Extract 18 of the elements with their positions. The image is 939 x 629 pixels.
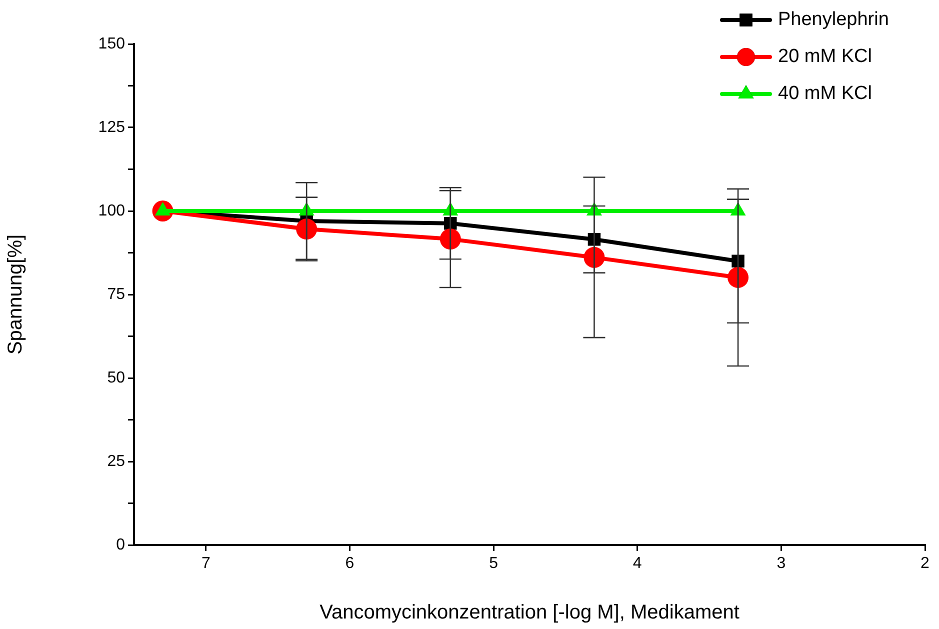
y-tick-label: 0 [116,536,126,554]
legend-label: Phenylephrin [778,9,889,30]
y-tick-label: 125 [98,118,126,136]
x-tick-label: 2 [920,555,930,572]
x-axis-title: Vancomycinkonzentration [-log M], Medikament [320,602,740,624]
legend-label: 20 mM KCl [778,46,872,68]
legend-label: 40 mM KCl [778,83,872,104]
y-tick-label: 150 [98,35,126,52]
x-tick-label: 7 [201,555,210,572]
y-tick-label: 50 [107,369,126,386]
x-tick-label: 3 [776,555,786,572]
y-tick-label: 100 [98,202,126,220]
x-tick-label: 6 [345,555,354,572]
x-tick-label: 4 [632,555,642,572]
y-axis-title: Spannung[%] [4,234,27,355]
y-tick-label: 75 [107,286,126,303]
y-tick-label: 25 [107,452,126,470]
x-tick-label: 5 [489,555,498,572]
